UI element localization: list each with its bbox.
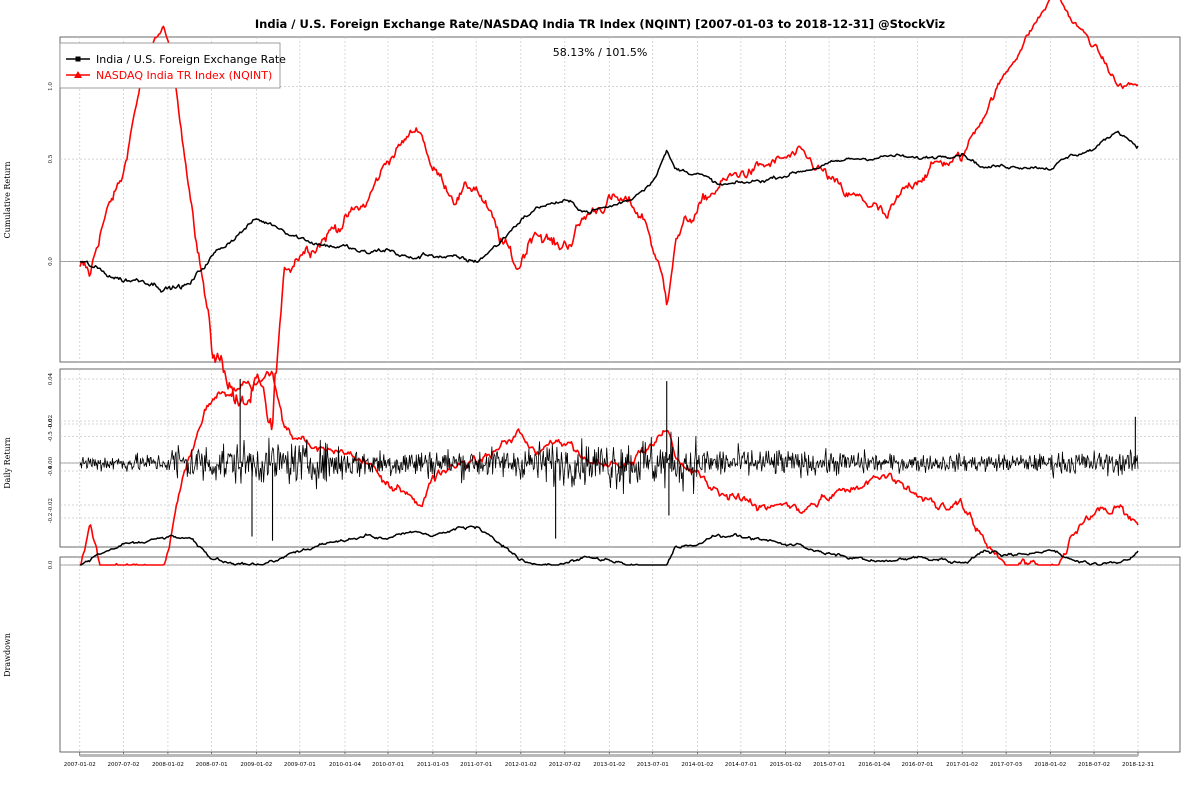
xtick-label-2: 2008-01-02 [152, 762, 184, 768]
xtick-label-24: 2018-12-31 [1122, 762, 1154, 768]
dd-line-fx [79, 525, 1139, 566]
panel-daily-frame [59, 368, 1181, 548]
legend-box [59, 42, 281, 89]
xtick-label-3: 2008-07-01 [196, 762, 228, 768]
dd-line-nqint [79, 370, 1139, 566]
cum-line-nqint [79, 0, 1139, 431]
legend: India / U.S. Foreign Exchange Rate NASDA… [59, 42, 286, 89]
chart-subtitle: 58.13% / 101.5% [553, 46, 648, 59]
xtick-label-5: 2009-07-01 [284, 762, 316, 768]
chart-title: India / U.S. Foreign Exchange Rate/NASDA… [255, 17, 946, 31]
series-layer [79, 0, 1139, 566]
panel-cumulative-frame [59, 36, 1181, 363]
xtick-label-8: 2011-01-03 [417, 762, 449, 768]
xtick-label-4: 2009-01-02 [240, 762, 272, 768]
dd-ytick-3: 0.0 [48, 560, 54, 569]
xtick-label-0: 2007-01-02 [64, 762, 96, 768]
xtick-label-1: 2007-07-02 [107, 762, 139, 768]
cum-ytick-1: 0.0 [48, 257, 54, 266]
xtick-label-11: 2012-07-02 [549, 762, 581, 768]
y-tick-labels: -0.5 0.0 0.5 1.0 -0.02 0.00 0.02 0.04 -0.6 -0.4 -0… [48, 82, 54, 570]
daily-ytick-2: 0.02 [48, 415, 54, 427]
xtick-label-22: 2018-01-02 [1034, 762, 1066, 768]
xtick-label-17: 2015-07-01 [813, 762, 845, 768]
ylabel-cumulative: Cumulative Return [3, 161, 12, 238]
daily-ytick-1: 0.00 [48, 456, 54, 469]
xtick-label-23: 2018-07-02 [1078, 762, 1110, 768]
legend-label-fx: India / U.S. Foreign Exchange Rate [96, 53, 286, 66]
ylabel-daily: Daily Return [3, 437, 12, 488]
xtick-label-13: 2013-07-01 [637, 762, 669, 768]
xtick-label-21: 2017-07-03 [990, 762, 1022, 768]
dd-ytick-1: -0.4 [48, 465, 54, 476]
xtick-label-14: 2014-01-02 [681, 762, 713, 768]
ylabel-drawdown: Drawdown [3, 633, 12, 677]
xtick-label-16: 2015-01-02 [770, 762, 802, 768]
x-tick-labels: 2007-01-02 2007-07-02 2008-01-02 2008-07-01… [64, 752, 1154, 768]
xtick-label-20: 2017-01-02 [946, 762, 978, 768]
dd-ytick-0: -0.6 [48, 418, 54, 429]
xtick-label-18: 2016-01-04 [858, 762, 890, 768]
daily-line-fx [79, 431, 1139, 495]
dd-ytick-2: -0.2 [48, 513, 54, 524]
cum-line-fx [79, 130, 1139, 293]
xtick-label-15: 2014-07-01 [725, 762, 757, 768]
daily-ytick-0: -0.02 [48, 498, 54, 512]
xtick-label-7: 2010-07-01 [372, 762, 404, 768]
xtick-label-10: 2012-01-02 [505, 762, 537, 768]
x-axis-band [80, 754, 1138, 757]
xtick-label-6: 2010-01-04 [329, 762, 361, 768]
panel-drawdown-frame [59, 556, 1181, 753]
legend-marker-fx [75, 56, 81, 62]
legend-label-nqint: NASDAQ India TR Index (NQINT) [96, 69, 272, 82]
legend-marker-nqint [74, 71, 82, 78]
cum-ytick-3: 1.0 [48, 82, 54, 91]
xtick-label-19: 2016-07-01 [901, 762, 933, 768]
xtick-label-12: 2013-01-02 [593, 762, 625, 768]
cum-ytick-2: 0.5 [48, 154, 54, 163]
cum-ytick-0: -0.5 [48, 431, 54, 442]
daily-ytick-3: 0.04 [48, 372, 54, 385]
xtick-label-9: 2011-07-01 [460, 762, 492, 768]
